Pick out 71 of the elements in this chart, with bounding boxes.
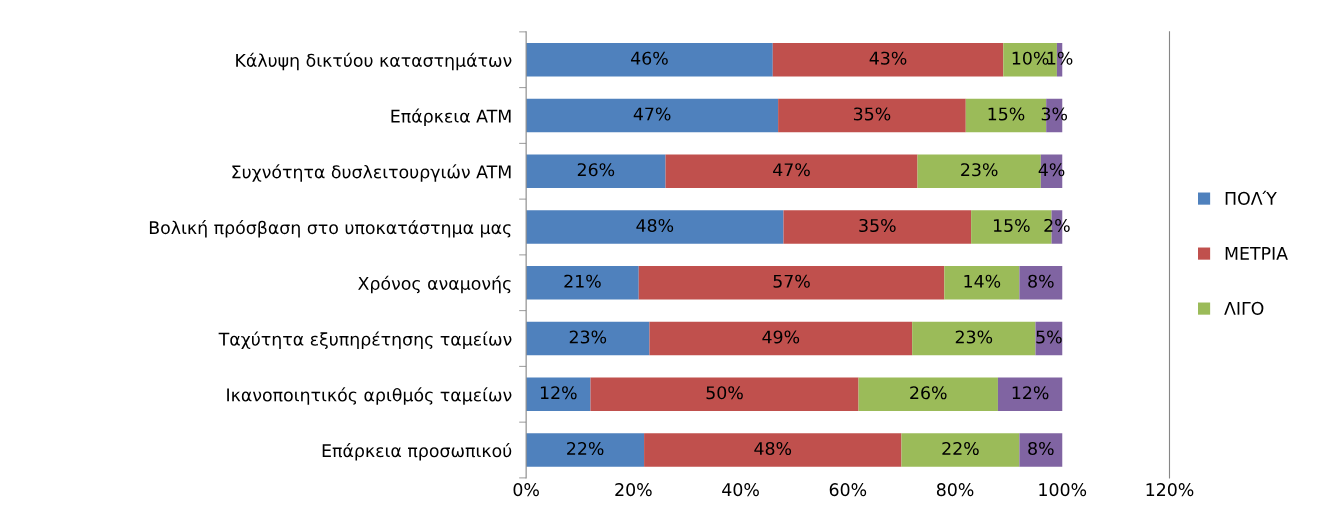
data-label: 21% bbox=[564, 274, 601, 288]
bar bbox=[526, 321, 650, 356]
x-tick-label: 100% bbox=[1039, 483, 1087, 497]
bar bbox=[1019, 433, 1063, 467]
legend-label: ΠΟΛΎ bbox=[1225, 190, 1277, 205]
bar bbox=[644, 433, 902, 467]
bar bbox=[1019, 266, 1063, 300]
bar bbox=[526, 154, 666, 188]
bar bbox=[526, 98, 779, 133]
data-label: 12% bbox=[540, 386, 577, 400]
legend-label: ΜΕΤΡΙΑ bbox=[1225, 247, 1288, 260]
data-label: 14% bbox=[964, 274, 1001, 288]
data-label: 22% bbox=[942, 441, 979, 456]
bar bbox=[649, 321, 913, 356]
data-label: 8% bbox=[1028, 274, 1054, 288]
data-label: 15% bbox=[988, 107, 1025, 121]
y-tick-label: Επάρκεια ATM bbox=[391, 108, 511, 127]
bar bbox=[638, 266, 945, 300]
y-tick-label: Ικανοποιητικός αριθμός ταμείων bbox=[227, 387, 512, 405]
bar bbox=[858, 377, 998, 411]
bar bbox=[783, 210, 972, 244]
data-label: 49% bbox=[762, 330, 800, 344]
data-label: 23% bbox=[569, 330, 607, 344]
x-tick-label: 60% bbox=[829, 483, 867, 497]
data-label: 26% bbox=[910, 386, 947, 400]
legend-label: ΛΙΓΟ bbox=[1224, 301, 1264, 315]
data-label: 15% bbox=[993, 218, 1030, 233]
data-label: 43% bbox=[869, 51, 907, 65]
data-label: 35% bbox=[853, 107, 891, 121]
data-label: 48% bbox=[754, 441, 792, 456]
data-label: 46% bbox=[631, 51, 668, 65]
x-tick-label: 40% bbox=[722, 483, 759, 497]
bar bbox=[526, 433, 645, 467]
y-tick-label: Χρόνος αναμονής bbox=[358, 275, 511, 294]
y-tick-label: Βολική πρόσβαση στο υποκατάστημα μας bbox=[149, 220, 511, 238]
data-label: 48% bbox=[636, 218, 674, 233]
data-label: 50% bbox=[706, 386, 743, 400]
data-label: 47% bbox=[773, 163, 810, 177]
data-label: 23% bbox=[961, 163, 998, 177]
x-tick-label: 20% bbox=[615, 483, 652, 497]
data-label: 23% bbox=[955, 330, 993, 344]
data-label: 2% bbox=[1044, 218, 1070, 233]
bar bbox=[526, 210, 784, 244]
x-tick-label: 80% bbox=[936, 483, 974, 497]
data-label: 35% bbox=[859, 218, 896, 233]
data-label: 8% bbox=[1028, 441, 1054, 456]
y-tick-label: Επάρκεια προσωπικού bbox=[322, 443, 512, 461]
data-label: 1% bbox=[1047, 51, 1073, 65]
data-label: 12% bbox=[1012, 386, 1049, 400]
bar bbox=[778, 98, 966, 133]
y-tick-label: Κάλυψη δικτύου καταστημάτων bbox=[236, 52, 512, 71]
data-label: 10% bbox=[1012, 51, 1049, 65]
bar bbox=[526, 266, 639, 300]
data-label: 22% bbox=[567, 441, 604, 456]
bar bbox=[526, 377, 591, 411]
bar bbox=[526, 43, 773, 77]
x-tick-label: 120% bbox=[1146, 483, 1194, 497]
bar bbox=[912, 321, 1036, 356]
y-tick-label: Ταχύτητα εξυπηρέτησης ταμείων bbox=[218, 331, 512, 350]
bar bbox=[665, 154, 918, 188]
y-tick-label: Συχνότητα δυσλειτουργιών ATM bbox=[232, 164, 511, 182]
bar bbox=[901, 433, 1020, 467]
bar bbox=[944, 266, 1020, 300]
bar bbox=[590, 377, 859, 411]
data-label: 47% bbox=[633, 107, 671, 121]
data-label: 5% bbox=[1036, 330, 1062, 344]
x-tick-label: 0% bbox=[513, 483, 539, 497]
data-label: 57% bbox=[773, 274, 810, 288]
bar bbox=[772, 43, 1004, 77]
data-label: 26% bbox=[577, 163, 615, 177]
bar bbox=[997, 377, 1063, 411]
